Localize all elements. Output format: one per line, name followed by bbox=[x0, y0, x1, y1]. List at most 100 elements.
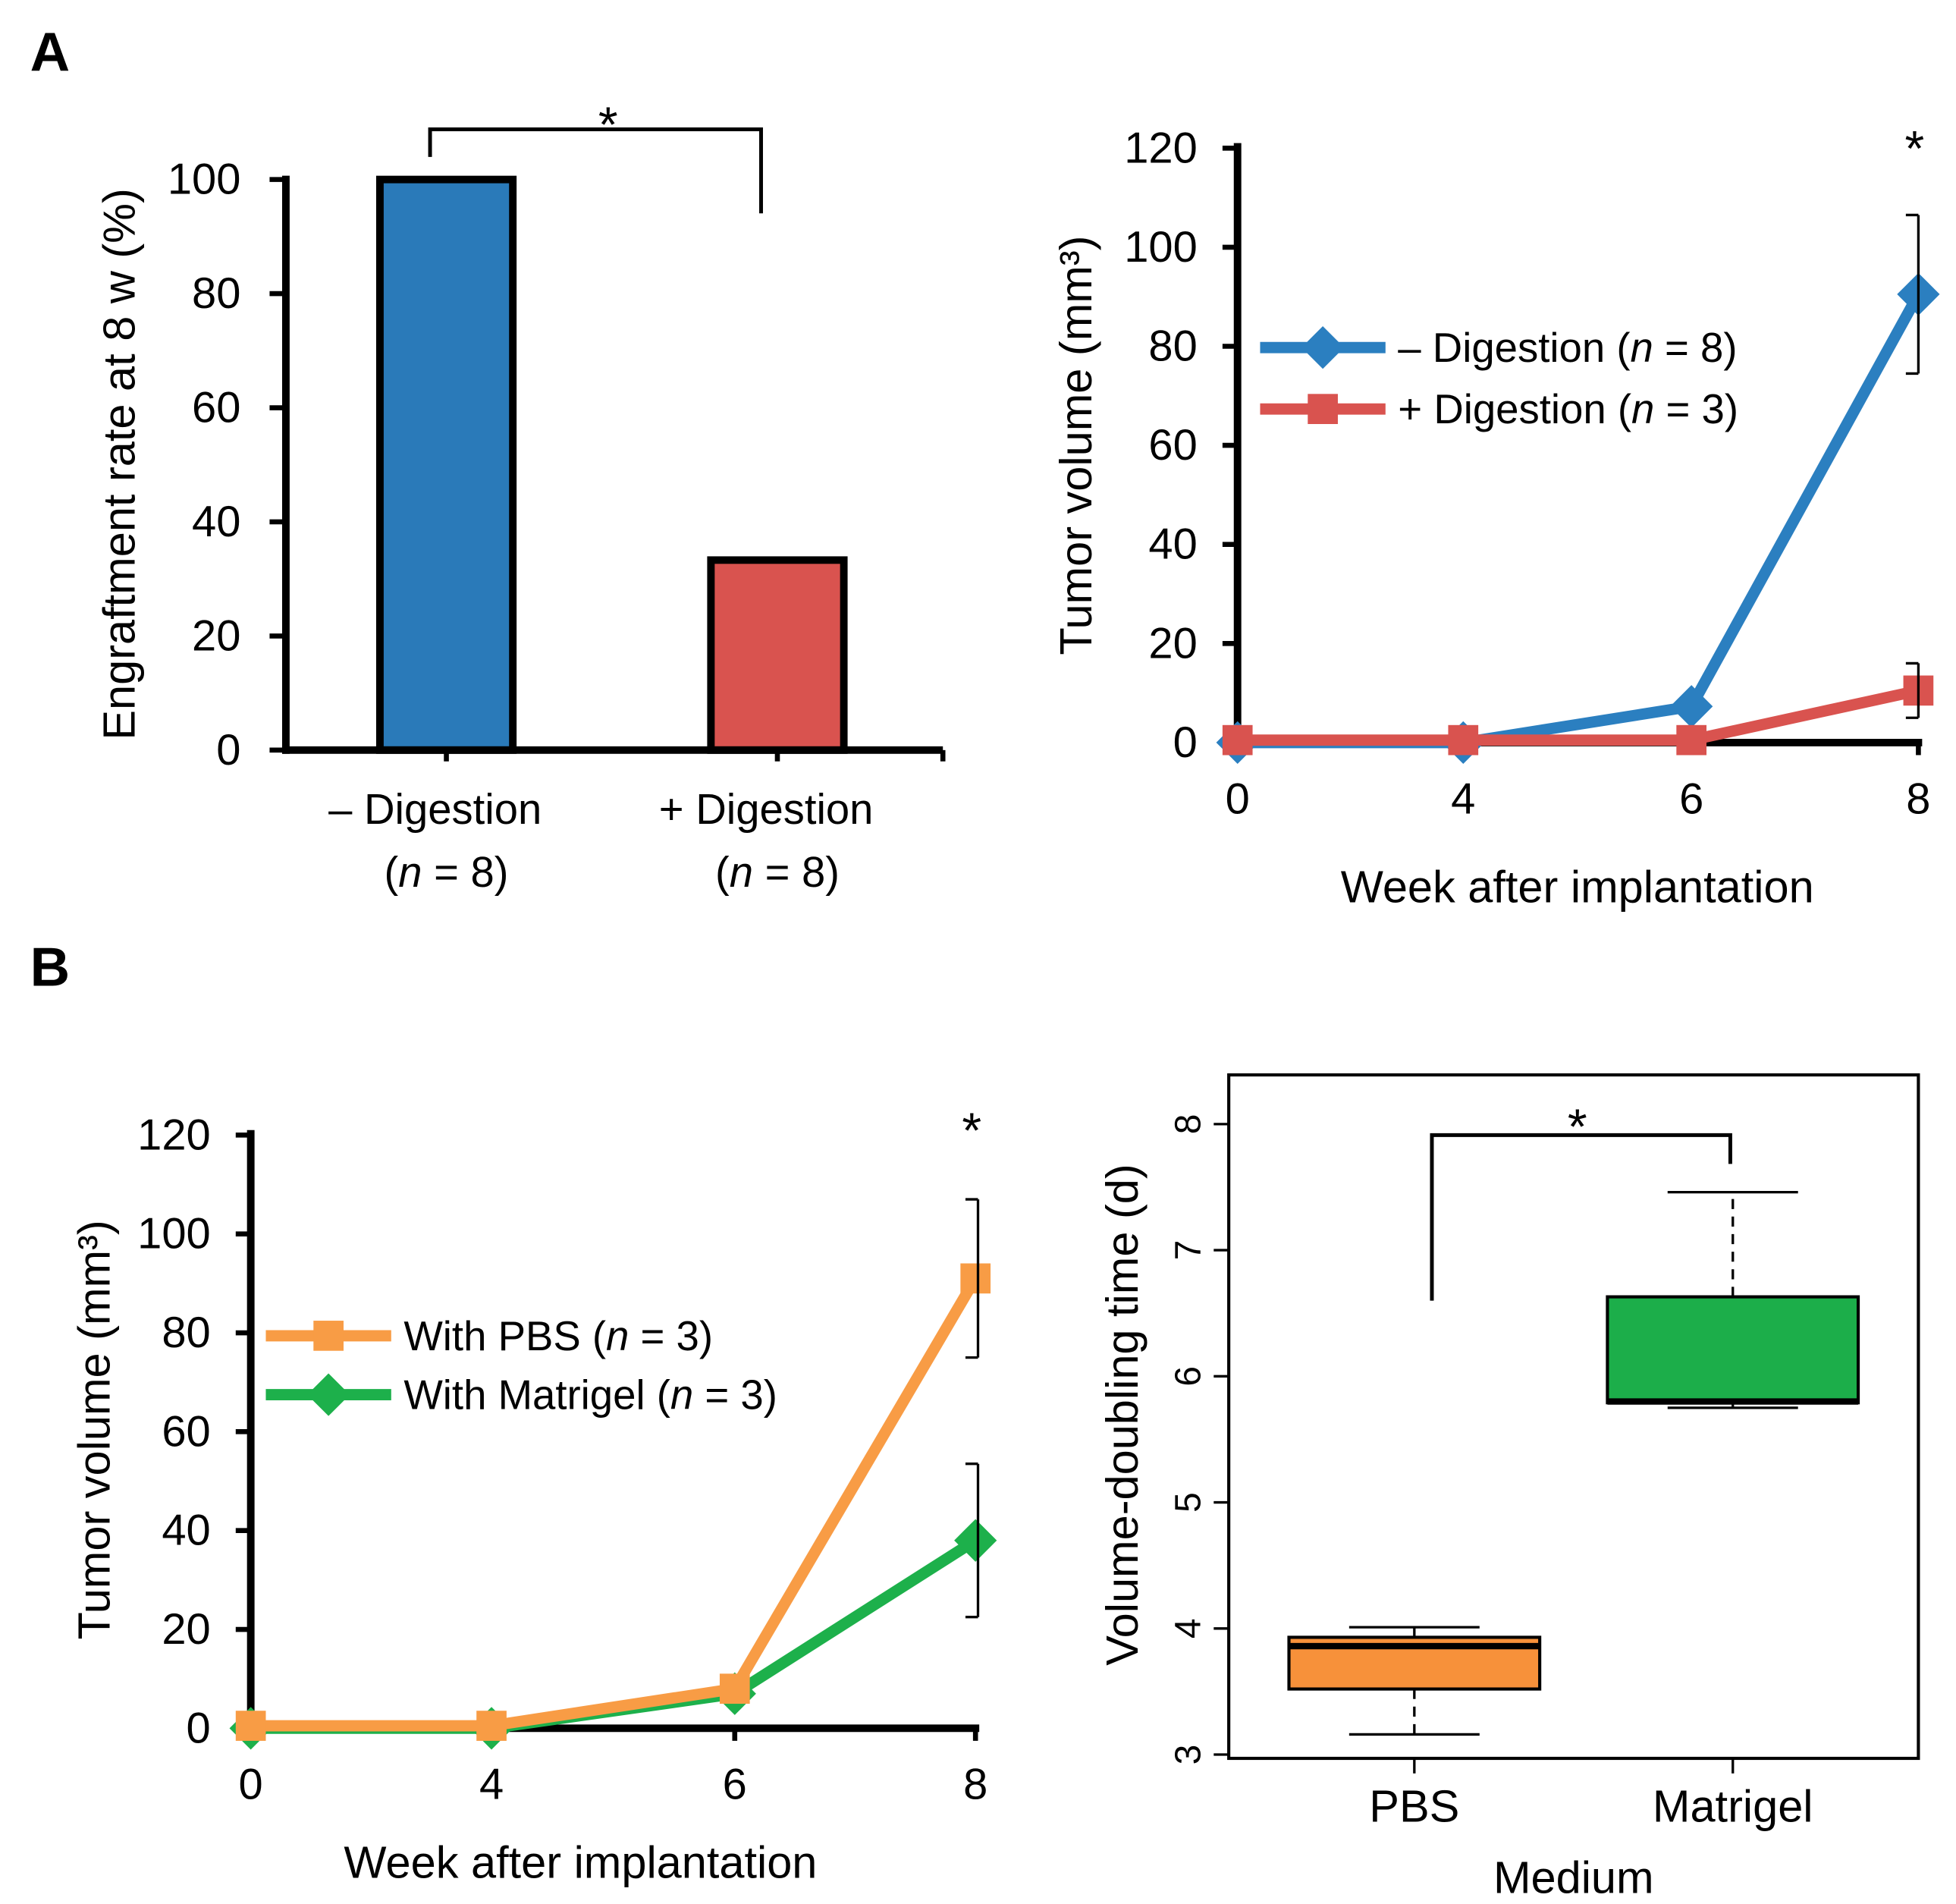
data-point-with-pbs-n-3-week-6 bbox=[719, 1673, 750, 1704]
x-tick-label: 8 bbox=[1906, 774, 1930, 823]
y-tick-label: 40 bbox=[192, 498, 240, 546]
series-line-with-matrigel-n-3 bbox=[245, 1535, 981, 1734]
label-part: + Digestion ( bbox=[1398, 386, 1631, 432]
italic-n: n bbox=[730, 848, 753, 896]
y-tick-label: 60 bbox=[192, 384, 240, 432]
italic-n: n bbox=[398, 848, 422, 896]
significance-star: * bbox=[598, 97, 618, 153]
italic-n: n bbox=[670, 1371, 693, 1418]
label-part: ( bbox=[715, 848, 730, 896]
data-point-with-pbs-n-3-week-4 bbox=[476, 1711, 507, 1741]
y-tick-label: 40 bbox=[162, 1507, 210, 1555]
y-tick-label: 6 bbox=[1169, 1366, 1209, 1387]
legend-label-plus-digestion-n-3: + Digestion (n = 3) bbox=[1398, 386, 1738, 432]
x-tick-label: 6 bbox=[1679, 774, 1703, 823]
category-label-plus-digestion: + Digestion bbox=[659, 785, 874, 833]
legend-label-with-pbs-n-3: With PBS (n = 3) bbox=[403, 1312, 713, 1359]
y-tick-label: 0 bbox=[187, 1704, 211, 1752]
y-tick-label: 0 bbox=[216, 726, 240, 774]
label-part: With Matrigel ( bbox=[403, 1371, 670, 1418]
y-tick-label: 4 bbox=[1169, 1618, 1209, 1639]
label-part: = 8) bbox=[1653, 325, 1738, 371]
data-point-with-matrigel-n-3-week-8 bbox=[954, 1519, 997, 1562]
panel-label-a: A bbox=[30, 21, 71, 83]
y-tick-label: 8 bbox=[1169, 1114, 1209, 1135]
y-tick-label: 3 bbox=[1169, 1745, 1209, 1765]
box-matrigel bbox=[1606, 1295, 1860, 1405]
y-tick-label: 80 bbox=[1148, 322, 1197, 371]
data-point-with-pbs-n-3-week-0 bbox=[235, 1711, 266, 1741]
y-tick-label: 100 bbox=[168, 156, 241, 204]
y-tick-label: 120 bbox=[137, 1111, 211, 1159]
italic-n: n bbox=[606, 1312, 629, 1359]
category-label-minus-digestion: – Digestion bbox=[328, 785, 542, 833]
legend-marker-minus-digestion-n-8 bbox=[1301, 326, 1345, 369]
italic-n: n bbox=[1631, 386, 1654, 432]
x-tick-label: 8 bbox=[963, 1761, 987, 1809]
y-tick-label: 100 bbox=[1124, 223, 1198, 272]
x-tick-label: 6 bbox=[723, 1761, 747, 1809]
y-axis-label: Volume-doubling time (d) bbox=[1097, 1164, 1148, 1665]
y-tick-label: 0 bbox=[1173, 718, 1198, 767]
x-tick-label: 4 bbox=[1451, 774, 1475, 823]
data-point-plus-digestion-n-3-week-0 bbox=[1222, 724, 1253, 756]
x-tick-label-pbs: PBS bbox=[1369, 1780, 1459, 1831]
label-part: = 3) bbox=[629, 1312, 713, 1359]
significance-star: * bbox=[962, 1103, 981, 1159]
plot-frame bbox=[1227, 1073, 1920, 1761]
italic-n: n bbox=[1631, 325, 1653, 371]
label-part: – Digestion ( bbox=[1398, 325, 1630, 371]
y-tick-label: 80 bbox=[192, 269, 240, 318]
y-tick-label: 20 bbox=[162, 1605, 210, 1654]
y-tick-label: 40 bbox=[1148, 520, 1197, 569]
y-tick-label: 7 bbox=[1169, 1240, 1209, 1261]
significance-bracket bbox=[428, 127, 763, 214]
y-axis-label: Tumor volume (mm³) bbox=[1050, 236, 1101, 655]
bar-minus-digestion bbox=[375, 175, 517, 754]
y-tick-label: 120 bbox=[1124, 124, 1198, 172]
x-axis-label: Week after implantation bbox=[344, 1837, 817, 1888]
x-tick-label-matrigel: Matrigel bbox=[1653, 1780, 1813, 1831]
label-part: = 8) bbox=[422, 848, 509, 896]
y-tick-label: 60 bbox=[162, 1407, 210, 1456]
y-tick-label: 100 bbox=[137, 1210, 211, 1258]
y-tick-label: 80 bbox=[162, 1309, 210, 1357]
series-line-with-pbs-n-3 bbox=[245, 1272, 981, 1732]
label-part: = 3) bbox=[693, 1371, 777, 1418]
legend-label-with-matrigel-n-3: With Matrigel (n = 3) bbox=[403, 1371, 777, 1418]
y-tick-label: 20 bbox=[1148, 619, 1197, 668]
y-axis-label: Tumor volume (mm³) bbox=[68, 1220, 119, 1639]
significance-star: * bbox=[1905, 121, 1925, 177]
data-point-with-pbs-n-3-week-8 bbox=[960, 1263, 991, 1294]
y-tick-label: 5 bbox=[1169, 1492, 1209, 1513]
x-tick-label: 0 bbox=[1226, 774, 1250, 823]
data-point-plus-digestion-n-3-week-6 bbox=[1676, 724, 1707, 756]
label-part: = 3) bbox=[1654, 386, 1738, 432]
panel-a-tumor-volume-line-chart: 0 20 40 60 80 100 120 0 4 6 8 – Digestion (n = 8) + … bbox=[1050, 121, 1940, 913]
x-tick-label: 0 bbox=[239, 1761, 263, 1809]
significance-star: * bbox=[1568, 1099, 1587, 1155]
data-point-plus-digestion-n-3-week-4 bbox=[1448, 724, 1479, 756]
x-tick-label: 4 bbox=[479, 1761, 504, 1809]
legend-label-minus-digestion-n-8: – Digestion (n = 8) bbox=[1398, 325, 1737, 371]
bar-plus-digestion bbox=[707, 556, 848, 754]
x-axis-label: Medium bbox=[1493, 1852, 1654, 1903]
label-part: = 8) bbox=[753, 848, 840, 896]
significance-bracket bbox=[1430, 1133, 1732, 1301]
y-tick-label: 20 bbox=[192, 611, 240, 660]
y-tick-label: 60 bbox=[1148, 421, 1197, 470]
category-sample-size: (n = 8) bbox=[715, 848, 840, 896]
series-line-plus-digestion-n-3 bbox=[1232, 684, 1924, 746]
category-sample-size: (n = 8) bbox=[385, 848, 509, 896]
label-part: ( bbox=[385, 848, 399, 896]
panel-b-doubling-time-box-plot: 3 4 5 6 7 8 PBS Matrigel Volume-doubling time (d… bbox=[1097, 1073, 1920, 1903]
legend-marker-plus-digestion-n-3 bbox=[1308, 394, 1338, 425]
x-axis-label: Week after implantation bbox=[1341, 862, 1814, 913]
legend-marker-with-pbs-n-3 bbox=[313, 1321, 344, 1351]
y-axis-label: Engraftment rate at 8 w (%) bbox=[94, 188, 145, 740]
label-part: With PBS ( bbox=[403, 1312, 606, 1359]
data-point-minus-digestion-n-8-week-6 bbox=[1670, 685, 1713, 728]
